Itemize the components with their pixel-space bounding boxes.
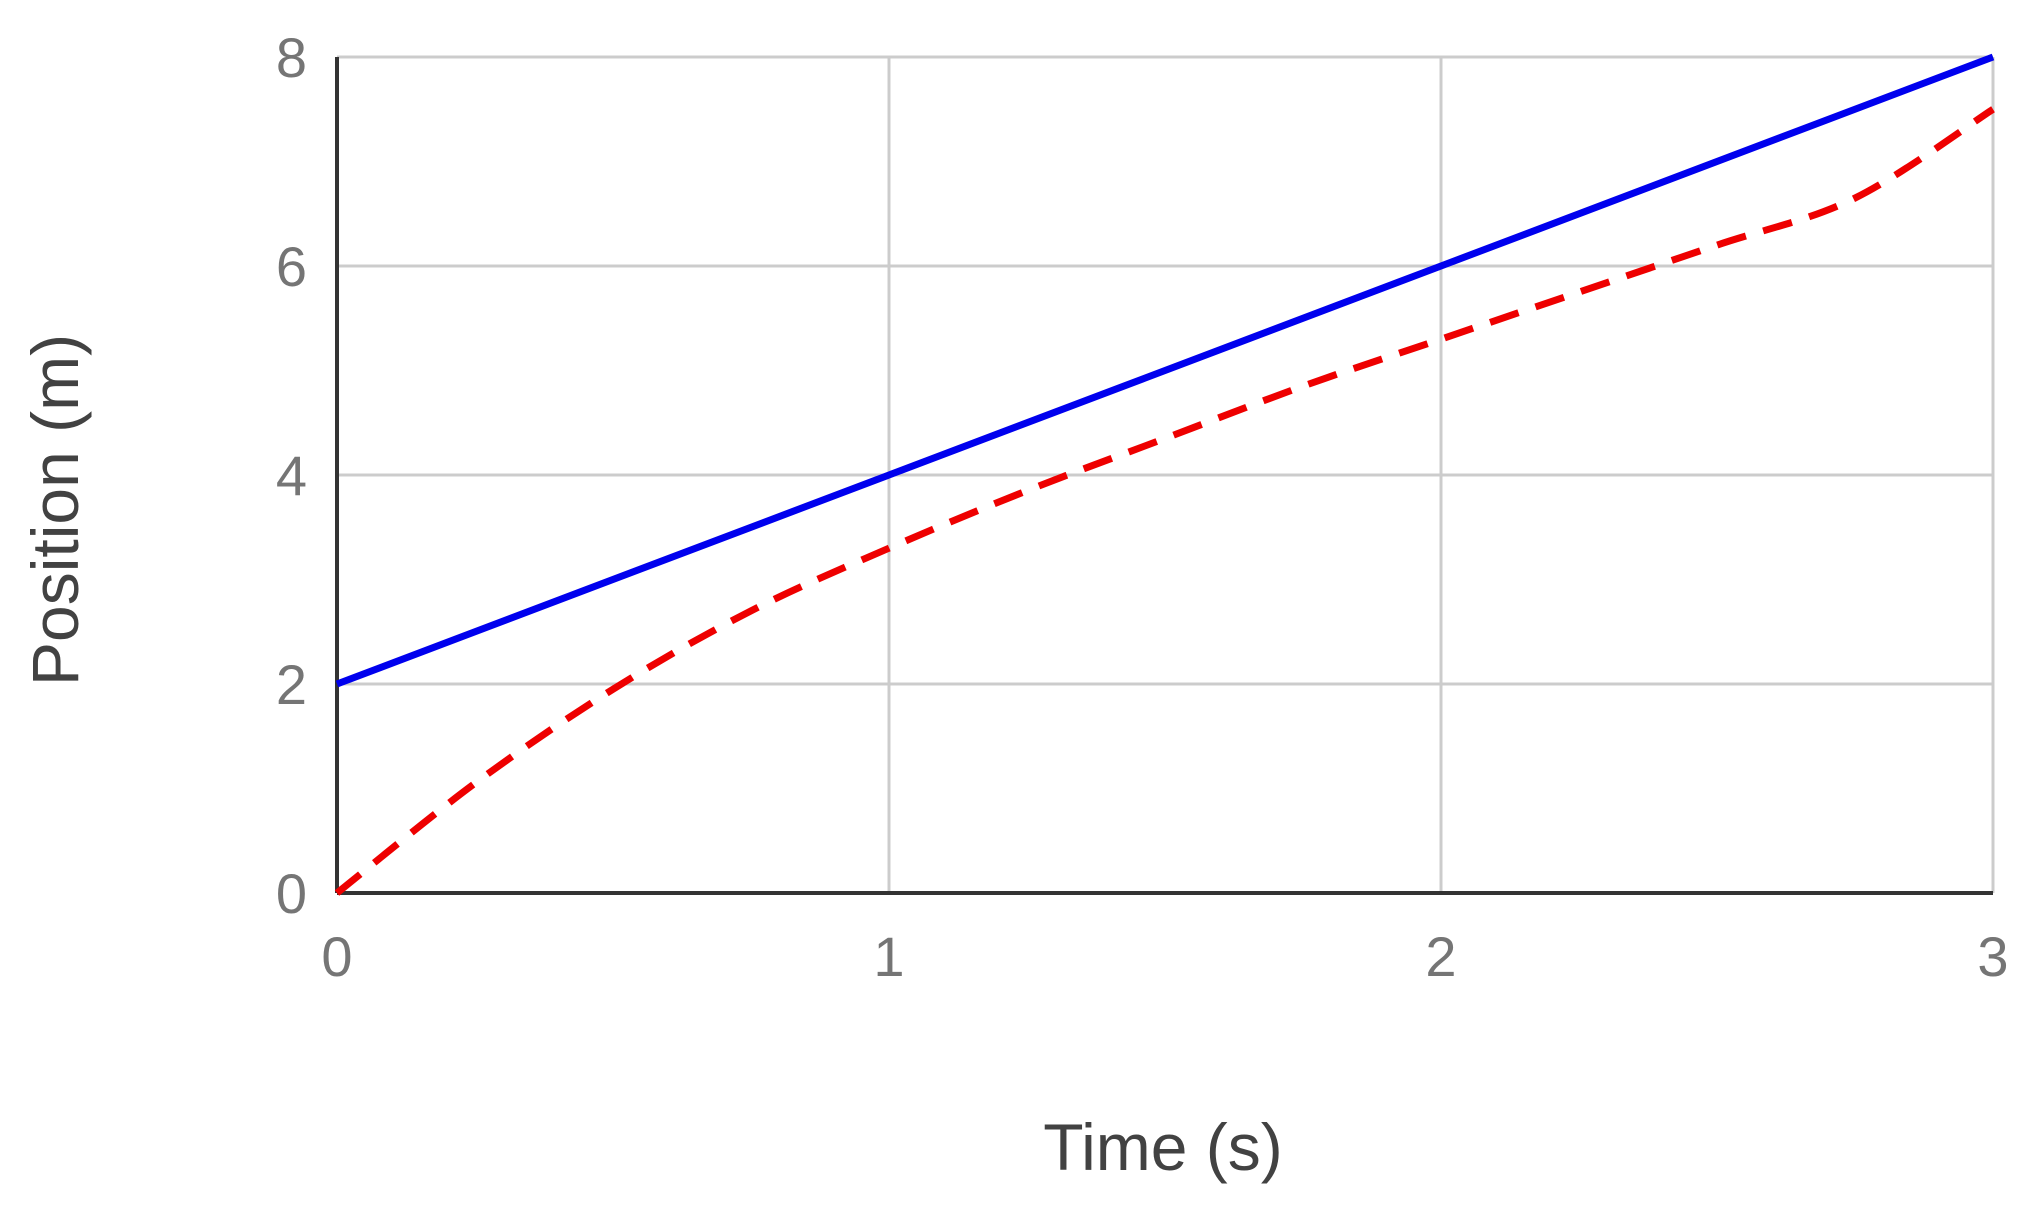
y-tick-label: 6 xyxy=(276,235,307,298)
x-tick-label: 2 xyxy=(1425,925,1456,988)
y-tick-label: 4 xyxy=(276,444,307,507)
y-tick-label: 2 xyxy=(276,653,307,716)
x-tick-label: 0 xyxy=(321,925,352,988)
tick-labels: 0 2 4 6 8 0 1 2 3 xyxy=(276,26,2009,988)
axes xyxy=(335,57,1993,895)
y-tick-label: 8 xyxy=(276,26,307,89)
series-line-blue-solid xyxy=(335,53,1995,688)
x-tick-label: 1 xyxy=(873,925,904,988)
y-tick-label: 0 xyxy=(276,862,307,925)
x-tick-label: 3 xyxy=(1977,925,2008,988)
x-axis-title: Time (s) xyxy=(1043,1110,1283,1184)
grid-lines xyxy=(335,55,1995,895)
series-lines xyxy=(334,53,1995,896)
series-line-red-dashed xyxy=(334,106,1995,896)
y-axis-title: Position (m) xyxy=(18,334,92,686)
